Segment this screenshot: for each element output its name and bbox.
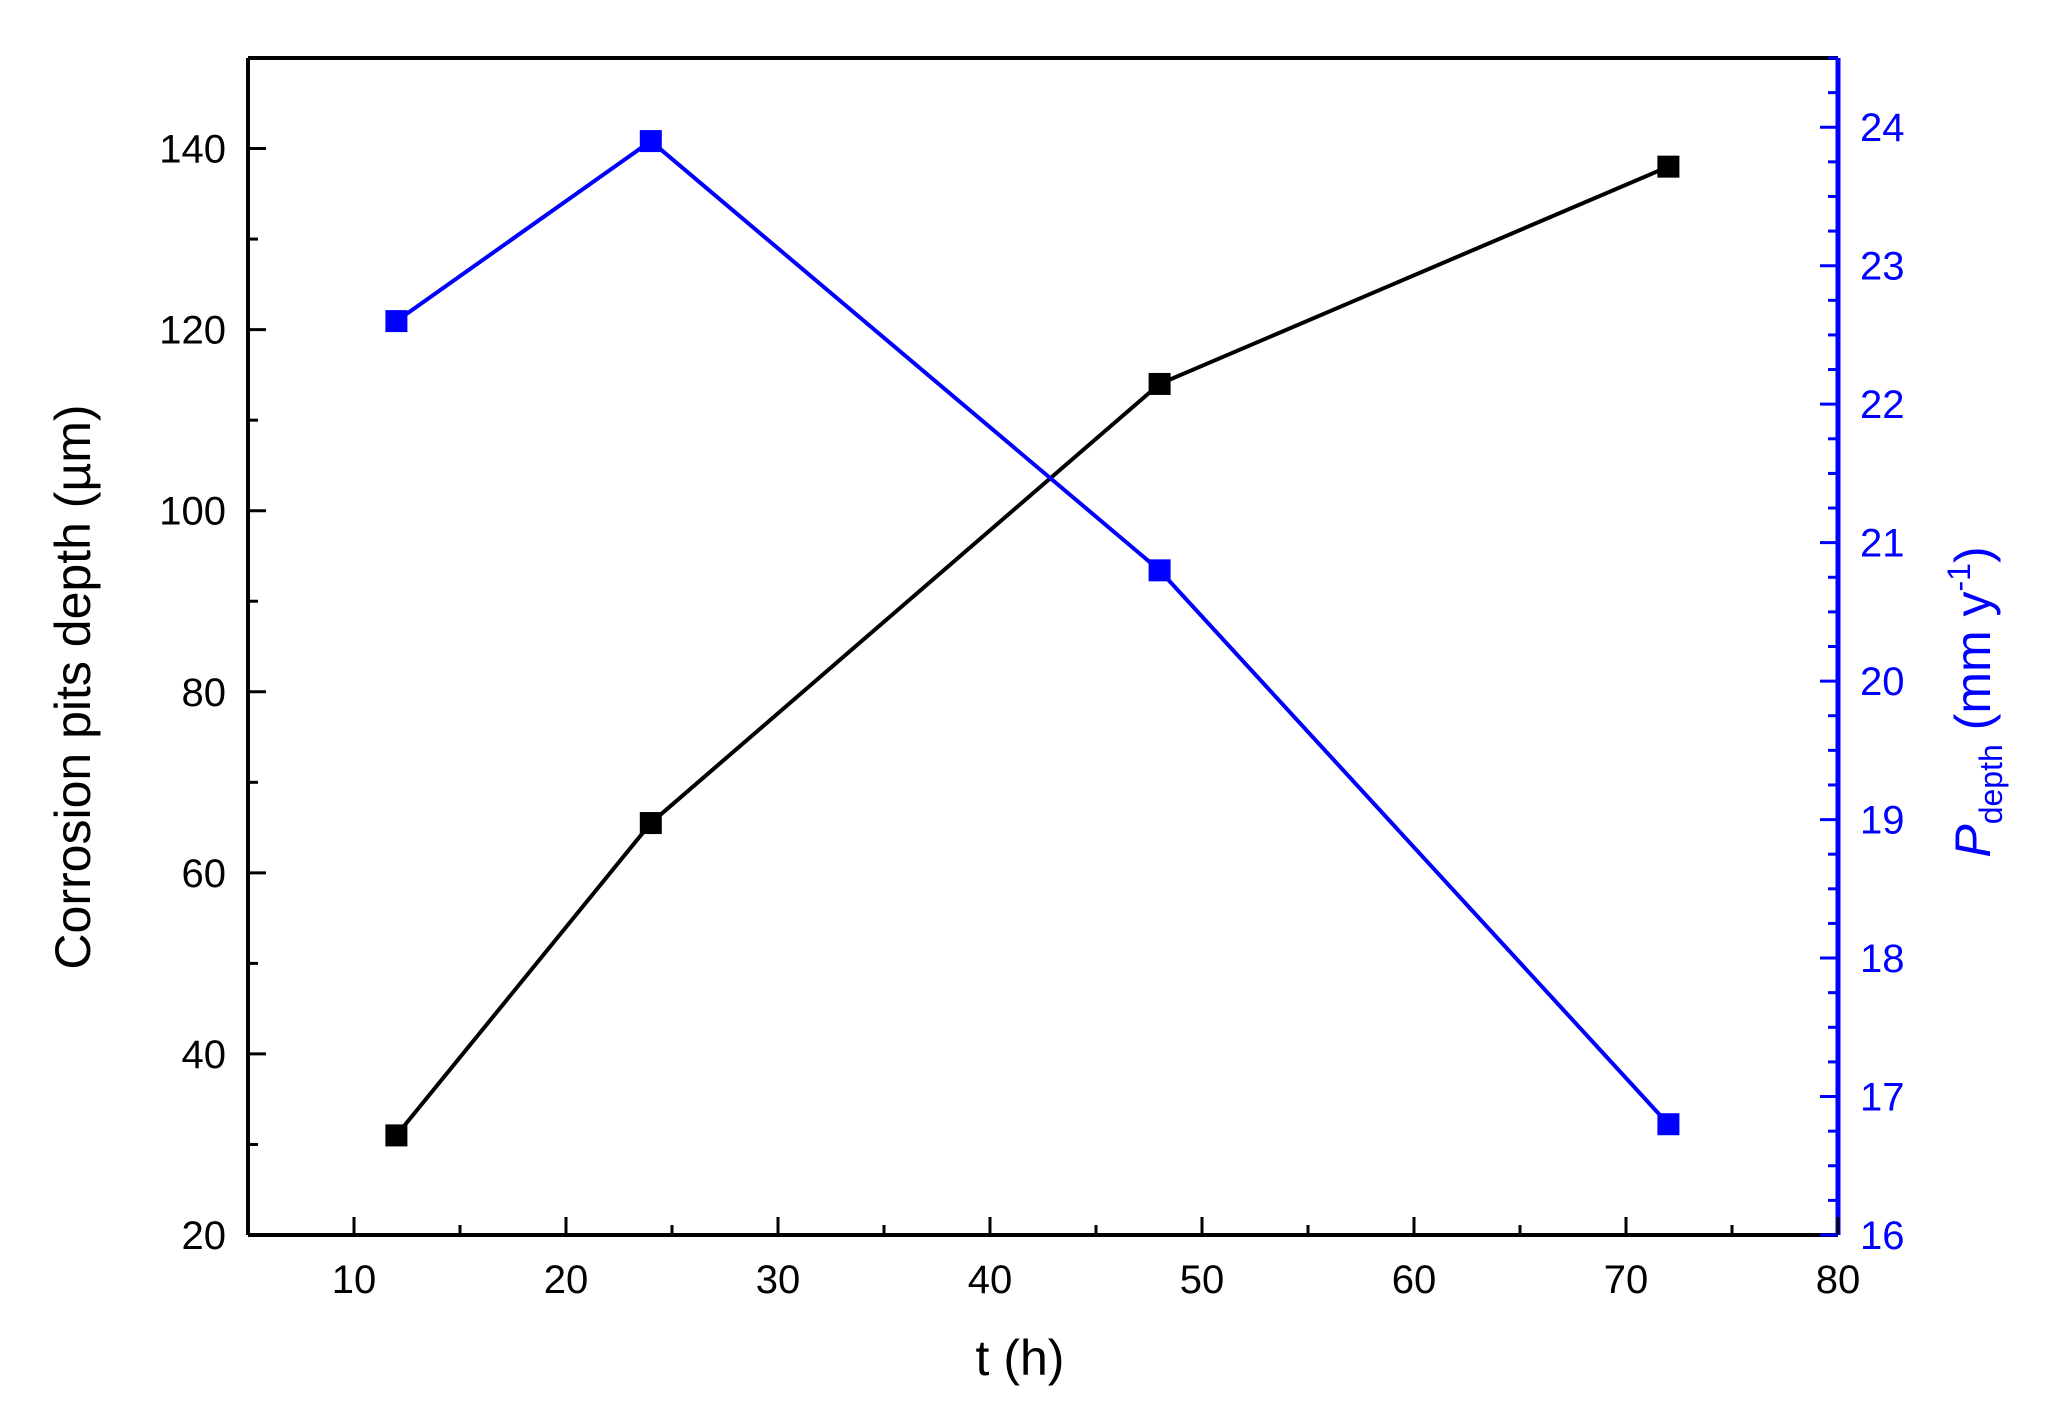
y-right-tick-label: 18 (1860, 937, 1905, 981)
y-right-tick-label: 23 (1860, 245, 1905, 289)
y-right-tick-label: 19 (1860, 799, 1905, 843)
data-point-marker-right-axis (1657, 1113, 1680, 1136)
y-axis-title-right-unit-suffix: ) (1945, 546, 2001, 563)
x-tick-label: 80 (1816, 1258, 1861, 1302)
x-tick-label: 50 (1180, 1258, 1225, 1302)
data-point-marker-left-axis (1148, 372, 1171, 395)
y-axis-title-right-unit-prefix: (mm y (1945, 591, 2001, 744)
data-point-marker-right-axis (639, 130, 662, 153)
x-tick-label: 10 (332, 1258, 377, 1302)
y-axis-title-left: Corrosion pits depth (µm) (45, 404, 101, 969)
y-axis-title-right-unit-superscript: -1 (1941, 563, 1977, 591)
y-left-tick-label: 60 (182, 852, 227, 896)
series-line-right-axis (395, 138, 1670, 1126)
data-point-marker-right-axis (1148, 559, 1171, 582)
x-tick-label: 70 (1604, 1258, 1649, 1302)
y-right-tick-label: 21 (1860, 522, 1905, 566)
y-axis-title-right-subscript: depth (1973, 744, 2009, 824)
data-point-marker-right-axis (385, 310, 408, 333)
y-right-tick-label: 22 (1860, 383, 1905, 427)
y-left-tick-label: 120 (159, 309, 226, 353)
y-axis-title-right-main: P (1945, 824, 2001, 858)
y-left-tick-label: 40 (182, 1033, 227, 1077)
x-tick-label: 30 (756, 1258, 801, 1302)
y-axis-title-right: Pdepth (mm y-1) (1941, 546, 2009, 857)
y-left-tick-label: 100 (159, 490, 226, 534)
x-axis-title: t (h) (976, 1330, 1065, 1386)
x-tick-label: 60 (1392, 1258, 1437, 1302)
series-layer (385, 130, 1680, 1147)
data-point-marker-left-axis (385, 1124, 408, 1147)
x-tick-label: 20 (544, 1258, 589, 1302)
data-point-marker-left-axis (1657, 155, 1680, 178)
y-left-tick-label: 140 (159, 128, 226, 172)
y-right-tick-label: 24 (1860, 106, 1905, 150)
axes-layer: 10 20 30 40 50 60 70 80 20 40 60 80 100 120 140 16 17 18 1… (159, 56, 1905, 1302)
x-tick-label: 40 (968, 1258, 1013, 1302)
y-left-tick-label: 20 (182, 1214, 227, 1258)
series-line-left-axis (394, 164, 1670, 1137)
y-right-tick-label: 16 (1860, 1214, 1905, 1258)
data-point-marker-left-axis (639, 812, 662, 835)
y-right-tick-label: 20 (1860, 660, 1905, 704)
y-right-tick-label: 17 (1860, 1076, 1905, 1120)
y-left-tick-label: 80 (182, 671, 227, 715)
